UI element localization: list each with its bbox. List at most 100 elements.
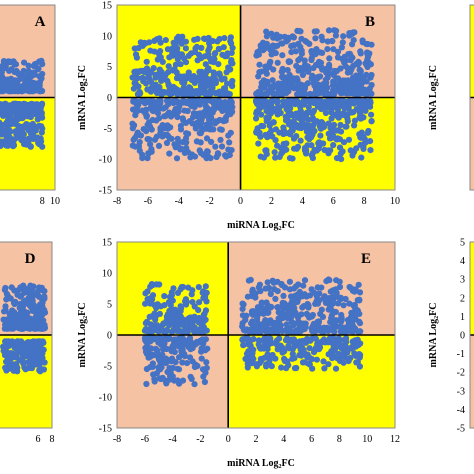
data-point <box>257 153 264 160</box>
data-point <box>205 110 212 117</box>
data-point <box>187 338 194 345</box>
data-point <box>330 121 338 128</box>
data-point <box>19 88 26 95</box>
data-point <box>200 151 207 158</box>
data-point <box>203 359 210 366</box>
data-point <box>329 82 336 89</box>
data-point <box>362 107 369 114</box>
data-point <box>267 328 274 335</box>
plot-area <box>117 242 395 428</box>
data-point <box>145 354 152 361</box>
data-point <box>346 29 353 37</box>
x-tick-label: 4 <box>300 196 305 207</box>
data-point <box>306 314 313 321</box>
data-point <box>226 139 233 146</box>
data-point <box>350 90 357 97</box>
y-tick-label: -1 <box>457 349 465 360</box>
data-point <box>165 63 172 70</box>
data-point <box>297 43 304 51</box>
data-point <box>181 353 188 360</box>
data-point <box>2 323 9 330</box>
data-point <box>313 118 320 125</box>
data-point <box>319 102 327 109</box>
data-point <box>245 339 252 346</box>
data-point <box>327 319 334 326</box>
data-point <box>39 143 46 150</box>
data-point <box>169 50 176 57</box>
plot-area <box>0 5 55 190</box>
data-point <box>144 154 151 162</box>
data-point <box>360 141 367 148</box>
x-axis-label: miRNA Log₂FC <box>227 220 295 231</box>
data-point <box>177 318 184 326</box>
data-point <box>182 119 189 126</box>
data-point <box>187 373 194 380</box>
data-point <box>272 108 279 115</box>
data-point <box>134 108 141 115</box>
data-point <box>25 341 32 348</box>
x-tick-label: 12 <box>390 434 400 445</box>
data-point <box>215 61 222 68</box>
data-point <box>137 90 144 97</box>
data-point <box>151 378 158 385</box>
data-point <box>141 335 149 342</box>
data-point <box>317 49 324 56</box>
data-point <box>221 103 228 111</box>
data-point <box>228 40 235 47</box>
data-point <box>0 343 7 350</box>
panel-d: 6 8 D <box>0 241 55 445</box>
data-point <box>182 318 189 325</box>
data-point <box>139 42 146 50</box>
data-point <box>8 340 15 347</box>
y-tick-label: 5 <box>107 300 112 311</box>
y-tick-label: 0 <box>460 331 465 342</box>
data-point <box>149 292 157 299</box>
data-point <box>256 281 263 288</box>
data-point <box>203 97 211 104</box>
data-point <box>208 138 215 145</box>
data-point <box>196 130 203 137</box>
y-tick-label: 0 <box>107 331 112 342</box>
y-tick-label: -15 <box>99 424 112 435</box>
data-point <box>130 85 137 92</box>
data-point <box>203 327 210 334</box>
data-point <box>201 310 208 317</box>
data-point <box>20 67 27 74</box>
data-point <box>266 338 273 345</box>
data-point <box>35 65 42 72</box>
data-point <box>326 70 333 77</box>
data-point <box>326 277 333 284</box>
data-point <box>163 139 171 147</box>
y-tick-label: 4 <box>460 256 465 267</box>
data-point <box>312 344 319 352</box>
data-point <box>197 87 204 94</box>
x-tick-label: 10 <box>362 434 372 445</box>
data-point <box>290 297 297 304</box>
data-point <box>305 304 312 311</box>
data-point <box>191 153 199 160</box>
data-point <box>191 303 198 310</box>
data-point <box>252 290 259 297</box>
data-point <box>244 364 251 371</box>
data-point <box>337 352 344 360</box>
data-point <box>291 355 298 362</box>
data-point <box>173 43 180 51</box>
data-point <box>348 66 355 73</box>
data-point <box>35 107 42 114</box>
data-point <box>212 90 219 97</box>
data-point <box>202 91 209 98</box>
data-point <box>349 152 356 159</box>
data-point <box>150 65 157 72</box>
data-point <box>347 80 354 87</box>
data-point <box>21 109 29 117</box>
data-point <box>337 344 344 351</box>
data-point <box>292 48 299 55</box>
data-point <box>312 35 319 42</box>
data-point <box>330 88 337 95</box>
data-point <box>353 145 360 152</box>
data-point <box>163 345 170 353</box>
data-point <box>186 98 194 106</box>
data-point <box>177 73 184 80</box>
y-tick-label: 15 <box>102 1 112 12</box>
data-point <box>351 85 358 92</box>
